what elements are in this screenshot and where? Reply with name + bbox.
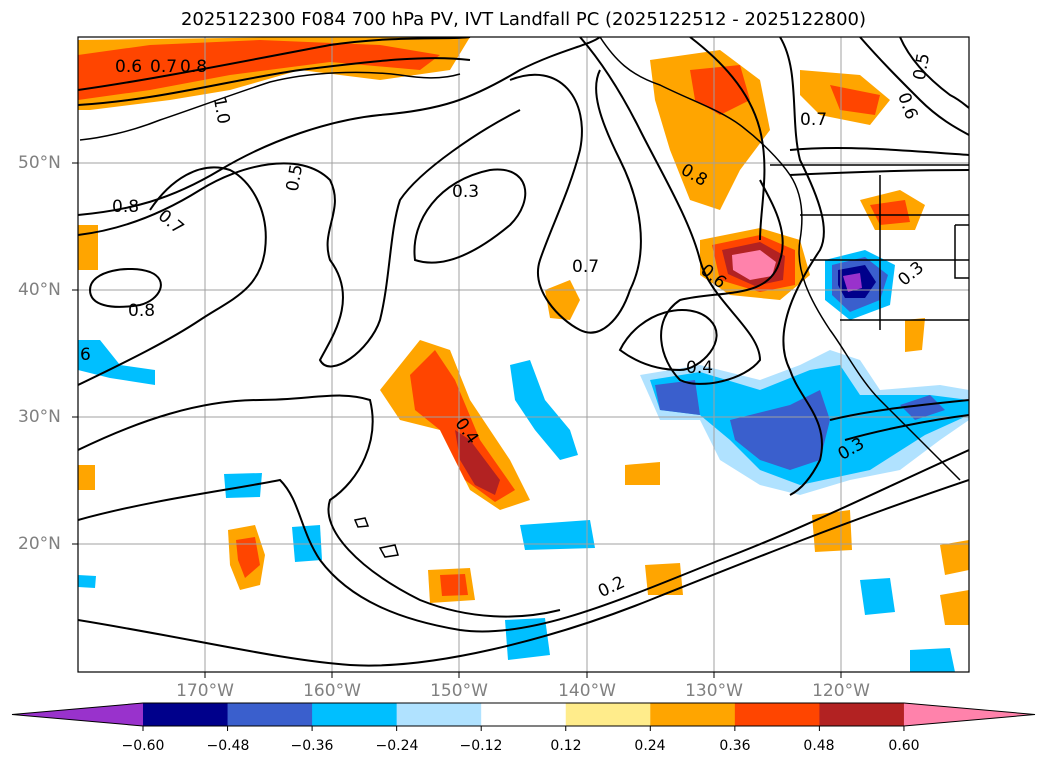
colorbar-tick-label: 0.48 bbox=[803, 738, 835, 754]
contour-label: 0.6 bbox=[115, 57, 142, 77]
contour-label: 0.4 bbox=[686, 358, 713, 378]
positive-anomaly-shading bbox=[78, 37, 969, 625]
lon-label: 130°W bbox=[685, 681, 743, 701]
colorbar-tick-label: −0.60 bbox=[121, 738, 165, 754]
contour-label: 0.5 bbox=[910, 52, 934, 82]
colorbar-segment bbox=[143, 703, 229, 726]
colorbar bbox=[11, 702, 1036, 731]
lat-label: 40°N bbox=[18, 280, 61, 300]
colorbar-segment bbox=[650, 703, 736, 726]
map-panel bbox=[78, 37, 969, 672]
pv-contours bbox=[78, 37, 969, 667]
contour-label: 0.5 bbox=[283, 163, 307, 193]
lon-label: 150°W bbox=[430, 681, 488, 701]
colorbar-tick-label: 0.60 bbox=[888, 738, 920, 754]
colorbar-tick-label: −0.48 bbox=[206, 738, 250, 754]
colorbar-extend-high bbox=[903, 703, 1035, 726]
lon-label: 170°W bbox=[176, 681, 234, 701]
map-title: 2025122300 F084 700 hPa PV, IVT Landfall… bbox=[180, 9, 867, 30]
colorbar-tick-label: −0.12 bbox=[459, 738, 503, 754]
colorbar-segment bbox=[734, 703, 820, 726]
colorbar-tick-label: 0.12 bbox=[550, 738, 582, 754]
lon-label: 120°W bbox=[812, 681, 870, 701]
colorbar-tick-label: 0.36 bbox=[719, 738, 751, 754]
colorbar-segment bbox=[312, 703, 398, 726]
contour-label: 0.7 bbox=[800, 110, 827, 130]
contour-label: 0.3 bbox=[452, 182, 479, 202]
contour-label: 0.8 bbox=[128, 301, 155, 321]
contour-label: 0.7 bbox=[572, 257, 599, 277]
contour-label: 1.0 bbox=[209, 96, 233, 126]
contour-label: 0.8 bbox=[180, 57, 207, 77]
contour-label: 0.8 bbox=[112, 197, 139, 217]
lat-label: 50°N bbox=[18, 153, 61, 173]
colorbar-segment bbox=[227, 703, 313, 726]
colorbar-tick-label: 0.24 bbox=[634, 738, 666, 754]
map-border bbox=[77, 36, 970, 673]
lon-label: 140°W bbox=[558, 681, 616, 701]
lat-label: 20°N bbox=[18, 534, 61, 554]
lon-label: 160°W bbox=[303, 681, 361, 701]
colorbar-extend-low bbox=[12, 703, 143, 726]
graticule bbox=[78, 37, 969, 672]
lat-label: 30°N bbox=[18, 407, 61, 427]
colorbar-segment bbox=[396, 703, 482, 726]
coastlines bbox=[79, 37, 969, 558]
colorbar-segment bbox=[481, 703, 567, 726]
colorbar-segment bbox=[565, 703, 651, 726]
colorbar-segment bbox=[819, 703, 905, 726]
contour-label: 6 bbox=[80, 345, 91, 365]
colorbar-tick-label: −0.24 bbox=[375, 738, 419, 754]
axis-ticks bbox=[72, 162, 842, 678]
contour-label: 0.7 bbox=[150, 57, 177, 77]
negative-anomaly-shading bbox=[78, 250, 969, 672]
colorbar-tick-label: −0.36 bbox=[290, 738, 334, 754]
